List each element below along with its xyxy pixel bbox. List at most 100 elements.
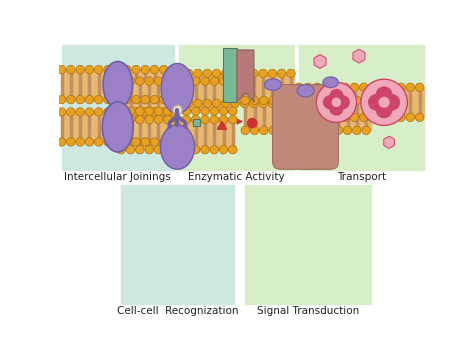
- Circle shape: [57, 108, 66, 116]
- Ellipse shape: [160, 125, 194, 169]
- Text: Intercellular Joinings: Intercellular Joinings: [64, 172, 171, 182]
- Text: Signal Transduction: Signal Transduction: [257, 306, 359, 316]
- Circle shape: [210, 115, 219, 124]
- Circle shape: [334, 96, 343, 105]
- Circle shape: [228, 107, 237, 115]
- Circle shape: [294, 83, 303, 92]
- Circle shape: [406, 83, 415, 92]
- Bar: [179, 74, 294, 103]
- Circle shape: [122, 95, 131, 104]
- Circle shape: [173, 115, 182, 124]
- Circle shape: [304, 113, 312, 121]
- Circle shape: [141, 65, 149, 74]
- Circle shape: [231, 69, 239, 78]
- Circle shape: [85, 65, 94, 74]
- Circle shape: [387, 113, 396, 121]
- Circle shape: [132, 95, 140, 104]
- Circle shape: [113, 95, 122, 104]
- Circle shape: [228, 115, 237, 124]
- Circle shape: [169, 108, 177, 116]
- Circle shape: [361, 79, 407, 125]
- Circle shape: [117, 107, 126, 115]
- Circle shape: [67, 108, 75, 116]
- Circle shape: [175, 69, 183, 78]
- Circle shape: [201, 145, 209, 154]
- Polygon shape: [218, 121, 227, 129]
- Circle shape: [145, 107, 154, 115]
- Bar: [245, 100, 371, 130]
- Circle shape: [184, 99, 193, 108]
- Circle shape: [173, 77, 182, 86]
- Circle shape: [104, 108, 112, 116]
- Bar: [62, 112, 174, 142]
- Circle shape: [132, 65, 140, 74]
- Circle shape: [94, 138, 103, 146]
- Circle shape: [154, 145, 163, 154]
- Circle shape: [322, 83, 331, 92]
- Circle shape: [269, 96, 277, 105]
- Circle shape: [350, 113, 359, 121]
- Circle shape: [415, 83, 424, 92]
- Circle shape: [269, 126, 277, 134]
- Ellipse shape: [161, 63, 194, 113]
- Circle shape: [219, 107, 228, 115]
- Text: Enzymatic Activity: Enzymatic Activity: [188, 172, 285, 182]
- Circle shape: [126, 107, 135, 115]
- Circle shape: [175, 99, 183, 108]
- Circle shape: [160, 65, 168, 74]
- Circle shape: [297, 126, 305, 134]
- Circle shape: [415, 113, 424, 121]
- Circle shape: [369, 113, 377, 121]
- Circle shape: [337, 96, 349, 109]
- Circle shape: [104, 138, 112, 146]
- Circle shape: [113, 138, 122, 146]
- Circle shape: [277, 99, 286, 108]
- Circle shape: [126, 145, 135, 154]
- Circle shape: [341, 113, 349, 121]
- Circle shape: [277, 69, 286, 78]
- Circle shape: [369, 95, 384, 110]
- Circle shape: [332, 98, 340, 106]
- Circle shape: [85, 95, 94, 104]
- Circle shape: [145, 145, 154, 154]
- Circle shape: [104, 65, 112, 74]
- Circle shape: [240, 69, 249, 78]
- Circle shape: [182, 77, 191, 86]
- Circle shape: [362, 96, 370, 105]
- Circle shape: [325, 126, 333, 134]
- Circle shape: [122, 138, 131, 146]
- Circle shape: [406, 113, 415, 121]
- Circle shape: [76, 108, 84, 116]
- Circle shape: [191, 107, 200, 115]
- Circle shape: [210, 145, 219, 154]
- Circle shape: [315, 126, 324, 134]
- Circle shape: [184, 69, 193, 78]
- Circle shape: [341, 83, 349, 92]
- Ellipse shape: [297, 84, 314, 97]
- Circle shape: [332, 83, 340, 92]
- Circle shape: [67, 138, 75, 146]
- Circle shape: [191, 77, 200, 86]
- Circle shape: [191, 145, 200, 154]
- Circle shape: [122, 108, 131, 116]
- Circle shape: [136, 77, 144, 86]
- Circle shape: [194, 69, 202, 78]
- Circle shape: [219, 115, 228, 124]
- Circle shape: [169, 65, 177, 74]
- Bar: [62, 70, 174, 100]
- Circle shape: [288, 96, 296, 105]
- Circle shape: [384, 95, 400, 110]
- Polygon shape: [353, 49, 365, 63]
- Circle shape: [369, 83, 377, 92]
- Circle shape: [150, 138, 159, 146]
- Bar: [193, 119, 201, 126]
- Bar: [299, 87, 424, 117]
- Circle shape: [353, 96, 361, 105]
- Circle shape: [122, 65, 131, 74]
- Circle shape: [231, 99, 239, 108]
- Circle shape: [85, 108, 94, 116]
- Circle shape: [343, 126, 352, 134]
- Ellipse shape: [103, 62, 133, 108]
- Circle shape: [334, 126, 343, 134]
- Circle shape: [154, 107, 163, 115]
